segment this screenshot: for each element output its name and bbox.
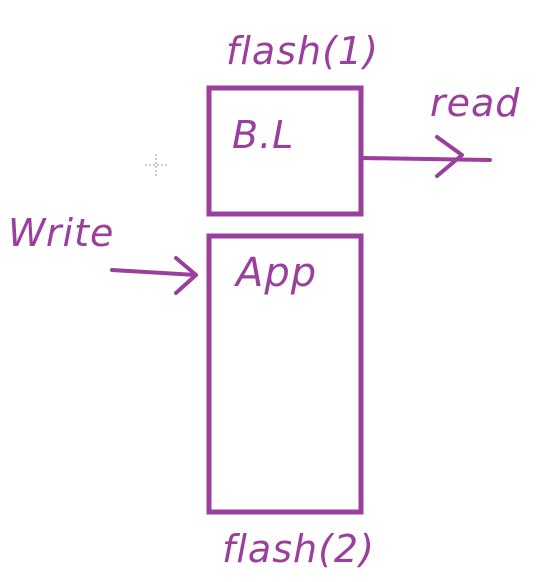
app-label: App [233, 250, 317, 296]
app-flash-box [206, 233, 364, 515]
crosshair-cursor-icon [145, 154, 167, 176]
write-arrow-icon [110, 256, 198, 295]
bootloader-flash-box [206, 85, 364, 217]
write-label: Write [8, 211, 114, 255]
read-arrow-icon [360, 135, 492, 178]
flash-2-label: flash(2) [222, 527, 375, 571]
flash-1-label: flash(1) [226, 29, 379, 73]
read-label: read [430, 81, 520, 125]
bootloader-label: B.L [232, 113, 294, 157]
